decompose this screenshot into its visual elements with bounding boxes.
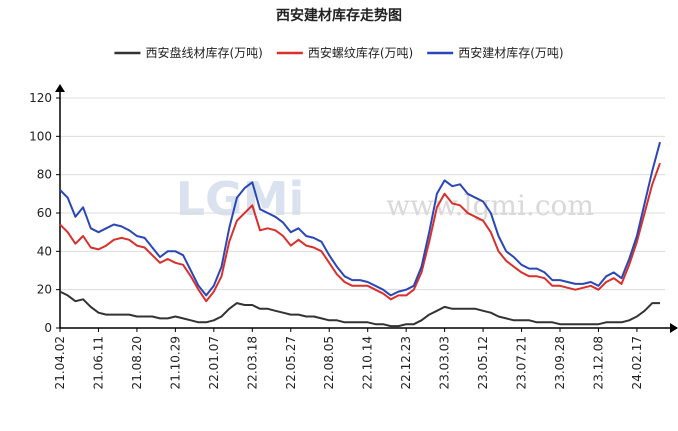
y-tick-label: 120 <box>29 91 52 105</box>
x-tick-label: 24.02.17 <box>630 336 644 389</box>
x-axis-arrow <box>670 323 678 333</box>
legend-label: 西安螺纹库存(万吨) <box>308 45 413 60</box>
x-tick-label: 23.12.08 <box>591 336 605 389</box>
x-tick-label: 23.05.12 <box>476 336 490 389</box>
series-line <box>59 162 661 303</box>
y-tick-label: 0 <box>44 321 52 335</box>
x-tick-label: 22.10.14 <box>361 336 375 389</box>
x-tick-label: 22.05.27 <box>284 336 298 389</box>
x-tick-label: 22.08.05 <box>322 336 336 389</box>
legend-label: 西安盘线材库存(万吨) <box>145 45 262 60</box>
x-tick-label: 23.07.21 <box>515 336 529 389</box>
series-line <box>59 141 661 297</box>
y-tick-label: 100 <box>29 129 52 143</box>
x-tick-label: 22.01.07 <box>207 336 221 389</box>
legend: 西安盘线材库存(万吨) 西安螺纹库存(万吨) 西安建材库存(万吨) <box>114 45 564 60</box>
y-tick-label: 20 <box>37 283 52 297</box>
x-tick-label: 21.04.02 <box>53 336 67 389</box>
x-tick-label: 22.03.18 <box>245 336 259 389</box>
y-tick-label: 80 <box>37 168 52 182</box>
chart-title: 西安建材库存走势图 <box>276 7 402 24</box>
series-line <box>59 290 660 328</box>
y-axis-arrow <box>55 84 65 92</box>
x-tick-label: 22.12.23 <box>399 336 413 389</box>
watermark-url: www.lgmi.com <box>386 189 594 222</box>
y-tick-label: 60 <box>37 206 52 220</box>
x-tick-label: 21.08.20 <box>130 336 144 389</box>
legend-label: 西安建材库存(万吨) <box>458 45 563 60</box>
x-tick-label: 21.06.11 <box>91 336 105 389</box>
x-tick-label: 23.03.03 <box>438 336 452 389</box>
x-tick-label: 21.10.29 <box>168 336 182 389</box>
y-tick-label: 40 <box>37 244 52 258</box>
x-tick-label: 23.09.28 <box>553 336 567 389</box>
